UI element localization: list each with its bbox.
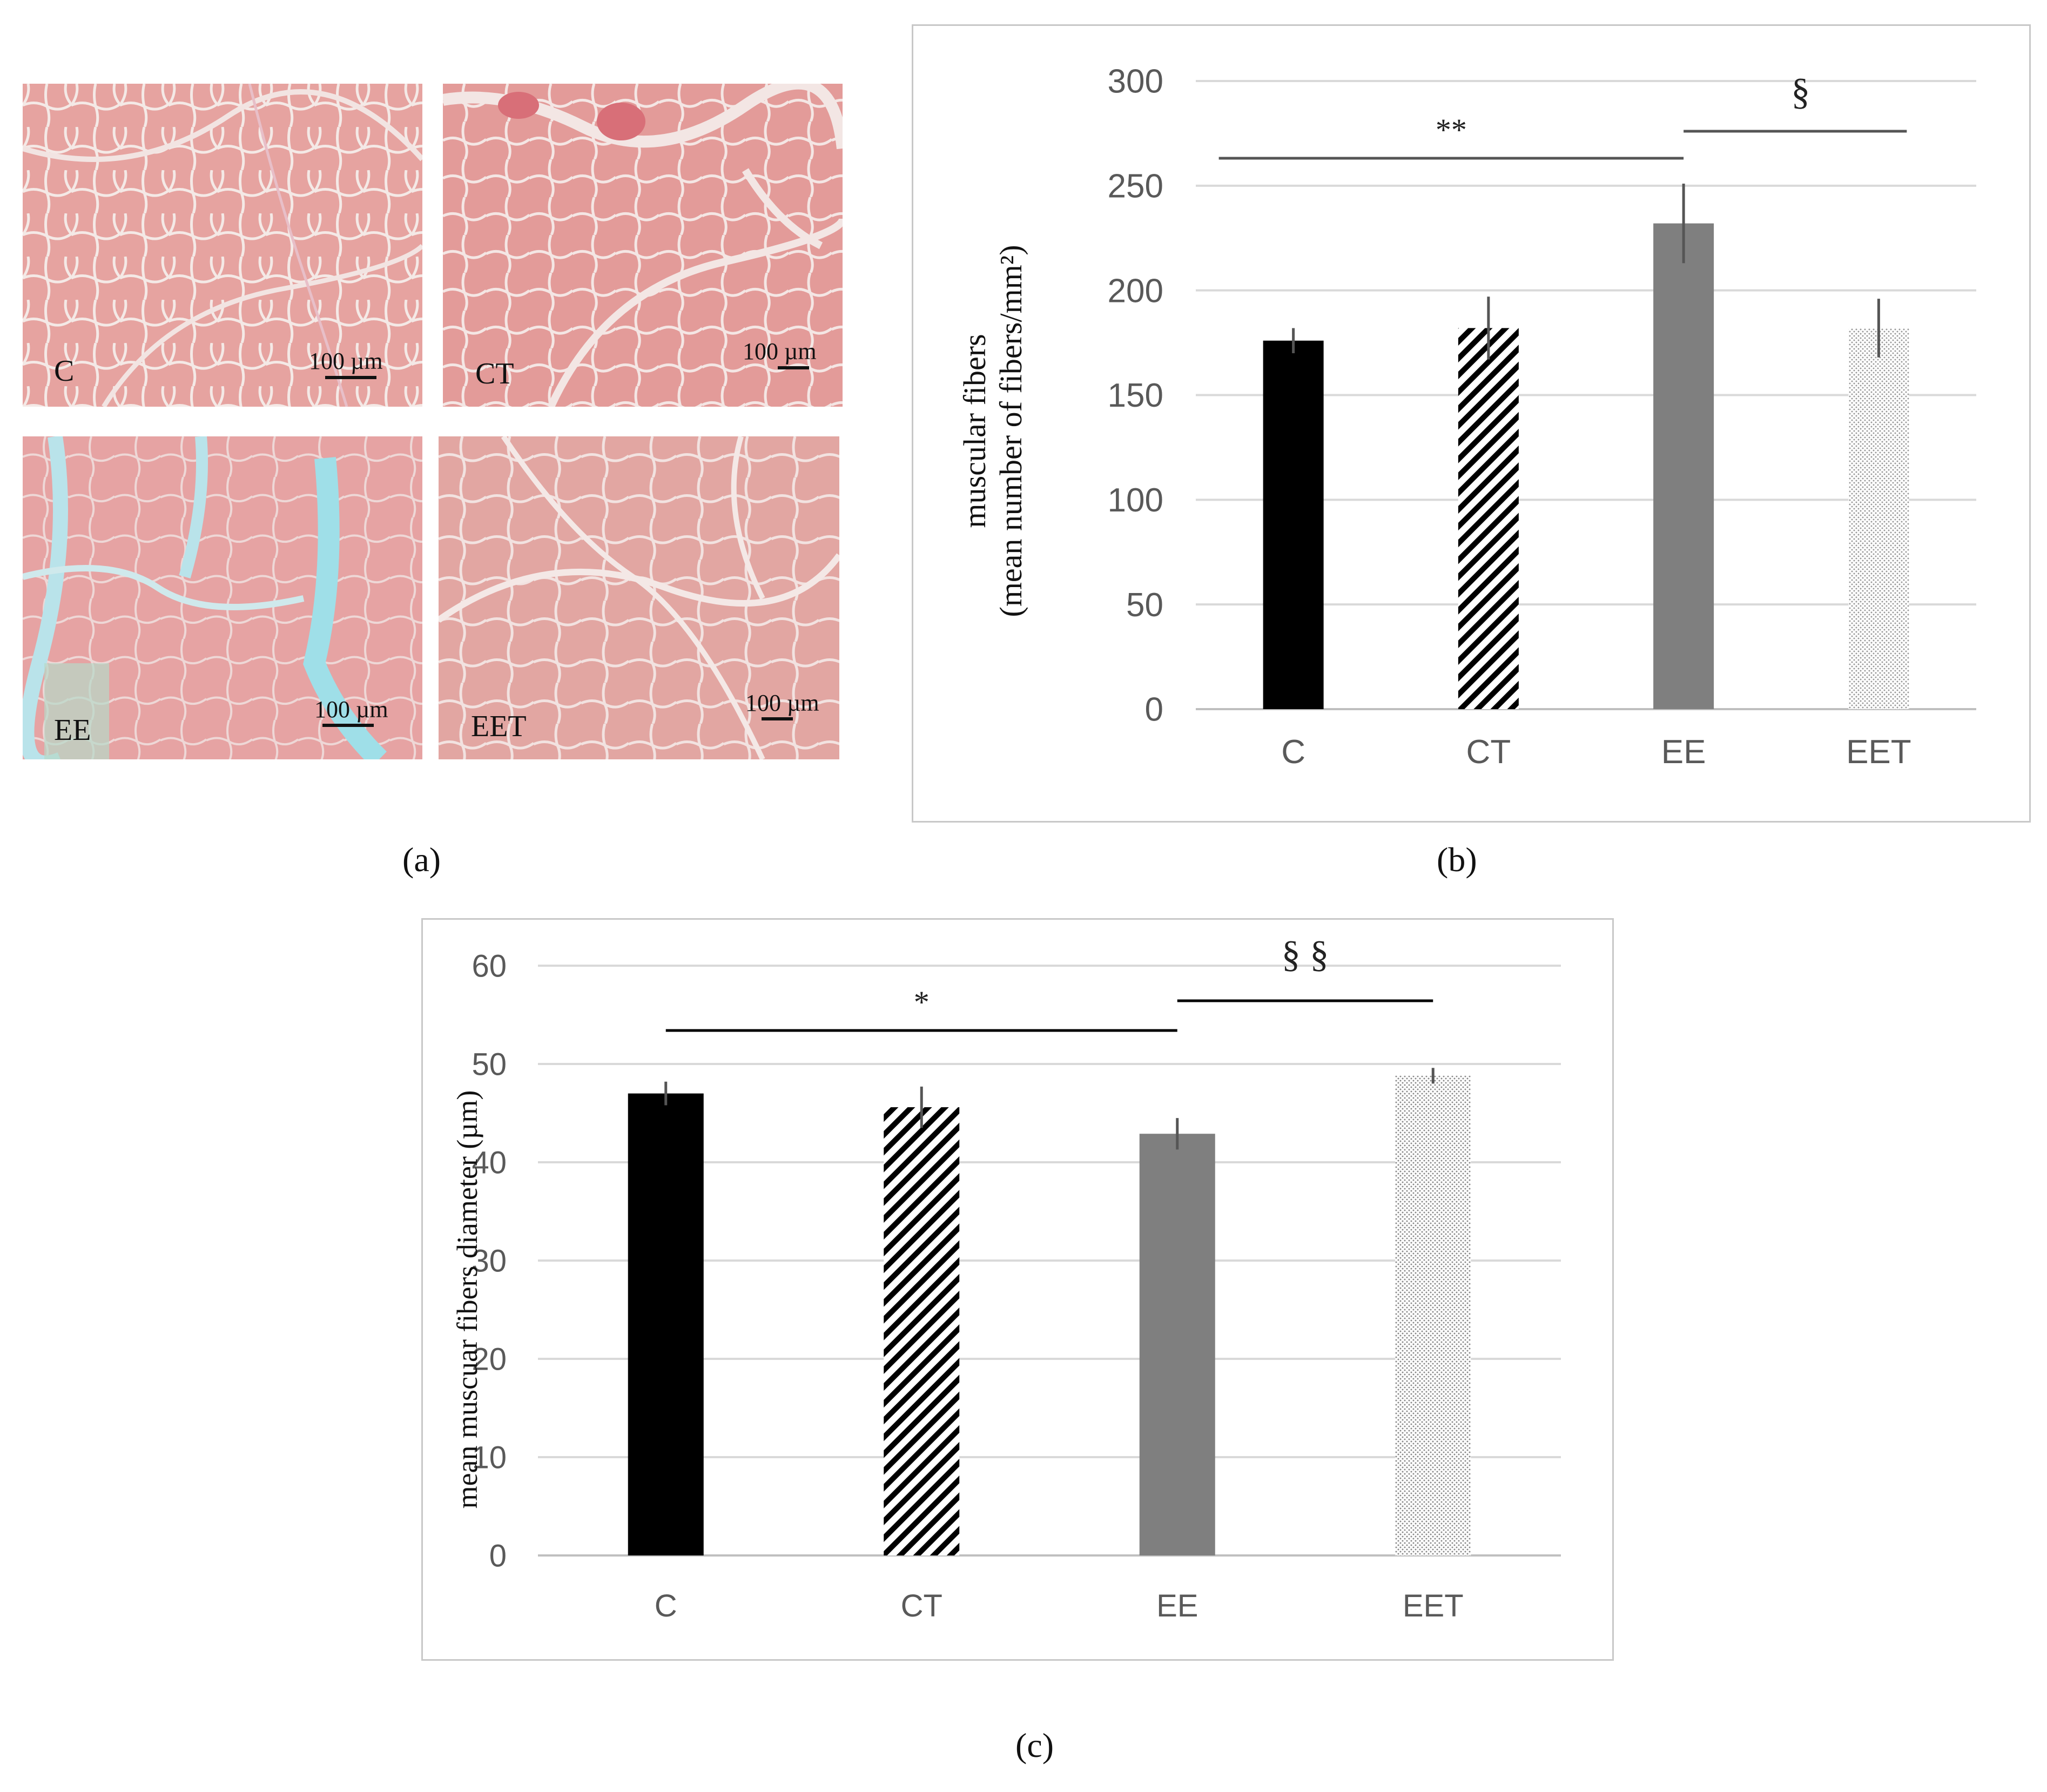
chart-b-ylabel-line2: (mean number of fibers/mm²): [993, 245, 1028, 617]
micrograph-eet: EET 100 µm: [439, 436, 839, 759]
scale-label-c: 100 µm: [309, 348, 383, 374]
chart-b-ylabel-line1: muscular fibers: [957, 334, 992, 528]
scale-bar-ct: [778, 366, 809, 369]
scale-bar-c: [325, 376, 376, 379]
chart-b-frame: 0 50 100 150 200 250 300 C CT EE EET ** § muscular f…: [912, 24, 2031, 823]
chart-c-frame: 0 10 20 30 40 50 60 C CT EE EET * § § mean muscuar f…: [421, 918, 1614, 1661]
micrograph-c: C 100 µm: [23, 84, 422, 407]
chart-b-ytick-label: 250: [1108, 168, 1163, 205]
chart-b-gridlines: [1196, 80, 1976, 710]
chart-b-bar-ct: [1458, 328, 1519, 709]
chart-c-ytick-label: 50: [472, 1047, 507, 1082]
chart-b-xtick-label: EE: [1661, 733, 1706, 771]
chart-c-ytick-label: 10: [472, 1440, 507, 1475]
chart-c-significance-label: *: [914, 985, 930, 1020]
chart-c-xtick-label: EE: [1156, 1588, 1198, 1623]
scale-label-ct: 100 µm: [743, 338, 817, 365]
chart-c-ytick-label: 30: [472, 1243, 507, 1278]
chart-b-bar-eet: [1848, 328, 1909, 709]
chart-c-xtick-label: CT: [901, 1588, 942, 1623]
chart-c-gridlines: [538, 965, 1561, 1557]
panel-caption-b: (b): [1437, 840, 1477, 879]
chart-c-xtick-label: C: [655, 1588, 677, 1623]
micrograph-ct: CT 100 µm: [443, 84, 843, 407]
chart-b-ytick-label: 200: [1108, 272, 1163, 309]
chart-b-bars: [1263, 183, 1909, 709]
micrograph-label-ct: CT: [475, 357, 514, 390]
chart-c-labels: 0 10 20 30 40 50 60 C CT EE EET * § §: [472, 934, 1463, 1623]
chart-c-ytick-label: 0: [489, 1538, 507, 1573]
chart-b-significance-label: §: [1791, 71, 1810, 113]
chart-b-labels: 0 50 100 150 200 250 300 C CT EE EET ** §: [1108, 63, 1911, 771]
micrograph-ee: EE 100 µm: [23, 436, 422, 759]
chart-b-ytick-label: 100: [1108, 482, 1163, 519]
panel-caption-c: (c): [1015, 1726, 1054, 1764]
chart-b-ytick-label: 50: [1126, 587, 1163, 624]
scale-bar-ee: [322, 724, 374, 727]
chart-b-significance-label: **: [1436, 112, 1467, 147]
panel-caption-a: (a): [402, 840, 441, 879]
chart-b: 0 50 100 150 200 250 300 C CT EE EET ** § muscular f…: [957, 63, 1976, 771]
micrograph-label-eet: EET: [471, 710, 527, 743]
chart-c-bar-eet: [1395, 1075, 1471, 1555]
chart-b-bar-c: [1263, 340, 1324, 709]
chart-b-xtick-label: CT: [1466, 733, 1511, 771]
chart-c-bar-c: [628, 1093, 704, 1555]
chart-c-significance-label: § §: [1282, 934, 1329, 975]
scale-label-eet: 100 µm: [745, 690, 819, 716]
scale-bar-eet: [762, 717, 793, 720]
chart-b-bar-ee: [1653, 223, 1714, 709]
chart-c-xtick-label: EET: [1403, 1588, 1464, 1623]
chart-b-ytick-label: 300: [1108, 63, 1163, 100]
chart-c: 0 10 20 30 40 50 60 C CT EE EET * § § mean muscuar f…: [451, 934, 1561, 1623]
chart-b-xtick-label: EET: [1846, 733, 1911, 771]
micrograph-label-c: C: [54, 354, 75, 388]
chart-b-ytick-label: 0: [1145, 691, 1163, 729]
chart-c-ylabel: mean muscuar fibers diameter (µm): [451, 1090, 483, 1509]
chart-c-ytick-label: 20: [472, 1342, 507, 1377]
chart-c-ytick-label: 60: [472, 948, 507, 983]
scale-label-ee: 100 µm: [314, 696, 388, 723]
chart-b-ytick-label: 150: [1108, 377, 1163, 414]
chart-c-ytick-label: 40: [472, 1145, 507, 1180]
micrograph-label-ee: EE: [54, 713, 91, 747]
chart-c-bars: [628, 1068, 1471, 1555]
chart-c-bar-ee: [1139, 1134, 1215, 1555]
chart-c-bar-ct: [884, 1107, 960, 1555]
chart-b-xtick-label: C: [1281, 733, 1305, 771]
